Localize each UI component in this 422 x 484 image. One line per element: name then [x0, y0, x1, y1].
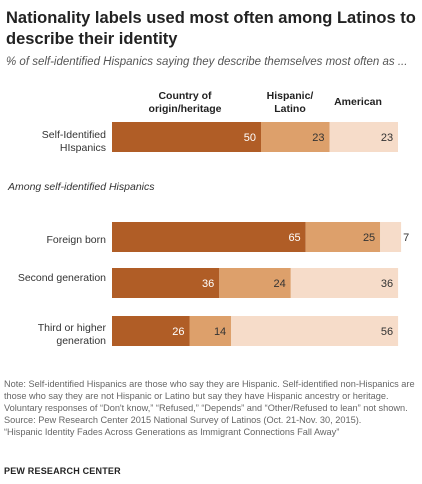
bar-foreign-born-american: [380, 222, 402, 252]
bar-self-identified-american: [329, 122, 398, 152]
bar-third-generation-country: [112, 316, 190, 346]
column-header-hispanic: Hispanic/ Latino: [266, 90, 314, 115]
row-label-third-generation: Third or higher generation: [37, 322, 106, 347]
value-label-third-generation-american: 56: [381, 326, 393, 338]
value-label-foreign-born-hispanic: 25: [363, 232, 375, 244]
column-header-american: American: [334, 96, 382, 108]
bar-self-identified-hispanic: [261, 122, 330, 152]
note-text: Note: Self-identified Hispanics are thos…: [4, 379, 415, 414]
bar-foreign-born-hispanic: [305, 222, 381, 252]
value-label-self-identified-hispanic: 23: [312, 132, 324, 144]
column-header-country: Country of origin/heritage: [148, 90, 222, 115]
section-label: Among self-identified Hispanics: [8, 181, 155, 193]
row-label-self-identified: Self-Identified HIspanics: [41, 129, 106, 154]
chart-note: Note: Self-identified Hispanics are thos…: [4, 378, 418, 438]
chart-title: Nationality labels used most often among…: [6, 9, 416, 48]
source-text: Source: Pew Research Center 2015 Nationa…: [4, 415, 362, 426]
value-label-self-identified-country: 50: [244, 132, 256, 144]
row-label-second-generation: Second generation: [17, 272, 106, 284]
bar-second-generation-country: [112, 268, 220, 298]
chart-subtitle: % of self-identified Hispanics saying th…: [6, 56, 408, 68]
value-label-second-generation-american: 36: [381, 278, 393, 290]
value-label-self-identified-american: 23: [381, 132, 393, 144]
credit: PEW RESEARCH CENTER: [4, 466, 121, 476]
value-label-foreign-born-american: 7: [403, 232, 409, 244]
bar-self-identified-country: [112, 122, 261, 152]
bar-second-generation-hispanic: [219, 268, 291, 298]
bar-third-generation-american: [231, 316, 399, 346]
value-label-second-generation-country: 36: [202, 278, 214, 290]
value-label-second-generation-hispanic: 24: [274, 278, 286, 290]
bar-third-generation-hispanic: [189, 316, 232, 346]
report-title: “Hispanic Identity Fades Across Generati…: [4, 427, 340, 438]
bar-foreign-born-country: [112, 222, 306, 252]
value-label-third-generation-hispanic: 14: [214, 326, 226, 338]
row-label-foreign-born: Foreign born: [46, 234, 106, 246]
value-label-third-generation-country: 26: [172, 326, 184, 338]
value-label-foreign-born-country: 65: [288, 232, 300, 244]
bar-second-generation-american: [290, 268, 399, 298]
